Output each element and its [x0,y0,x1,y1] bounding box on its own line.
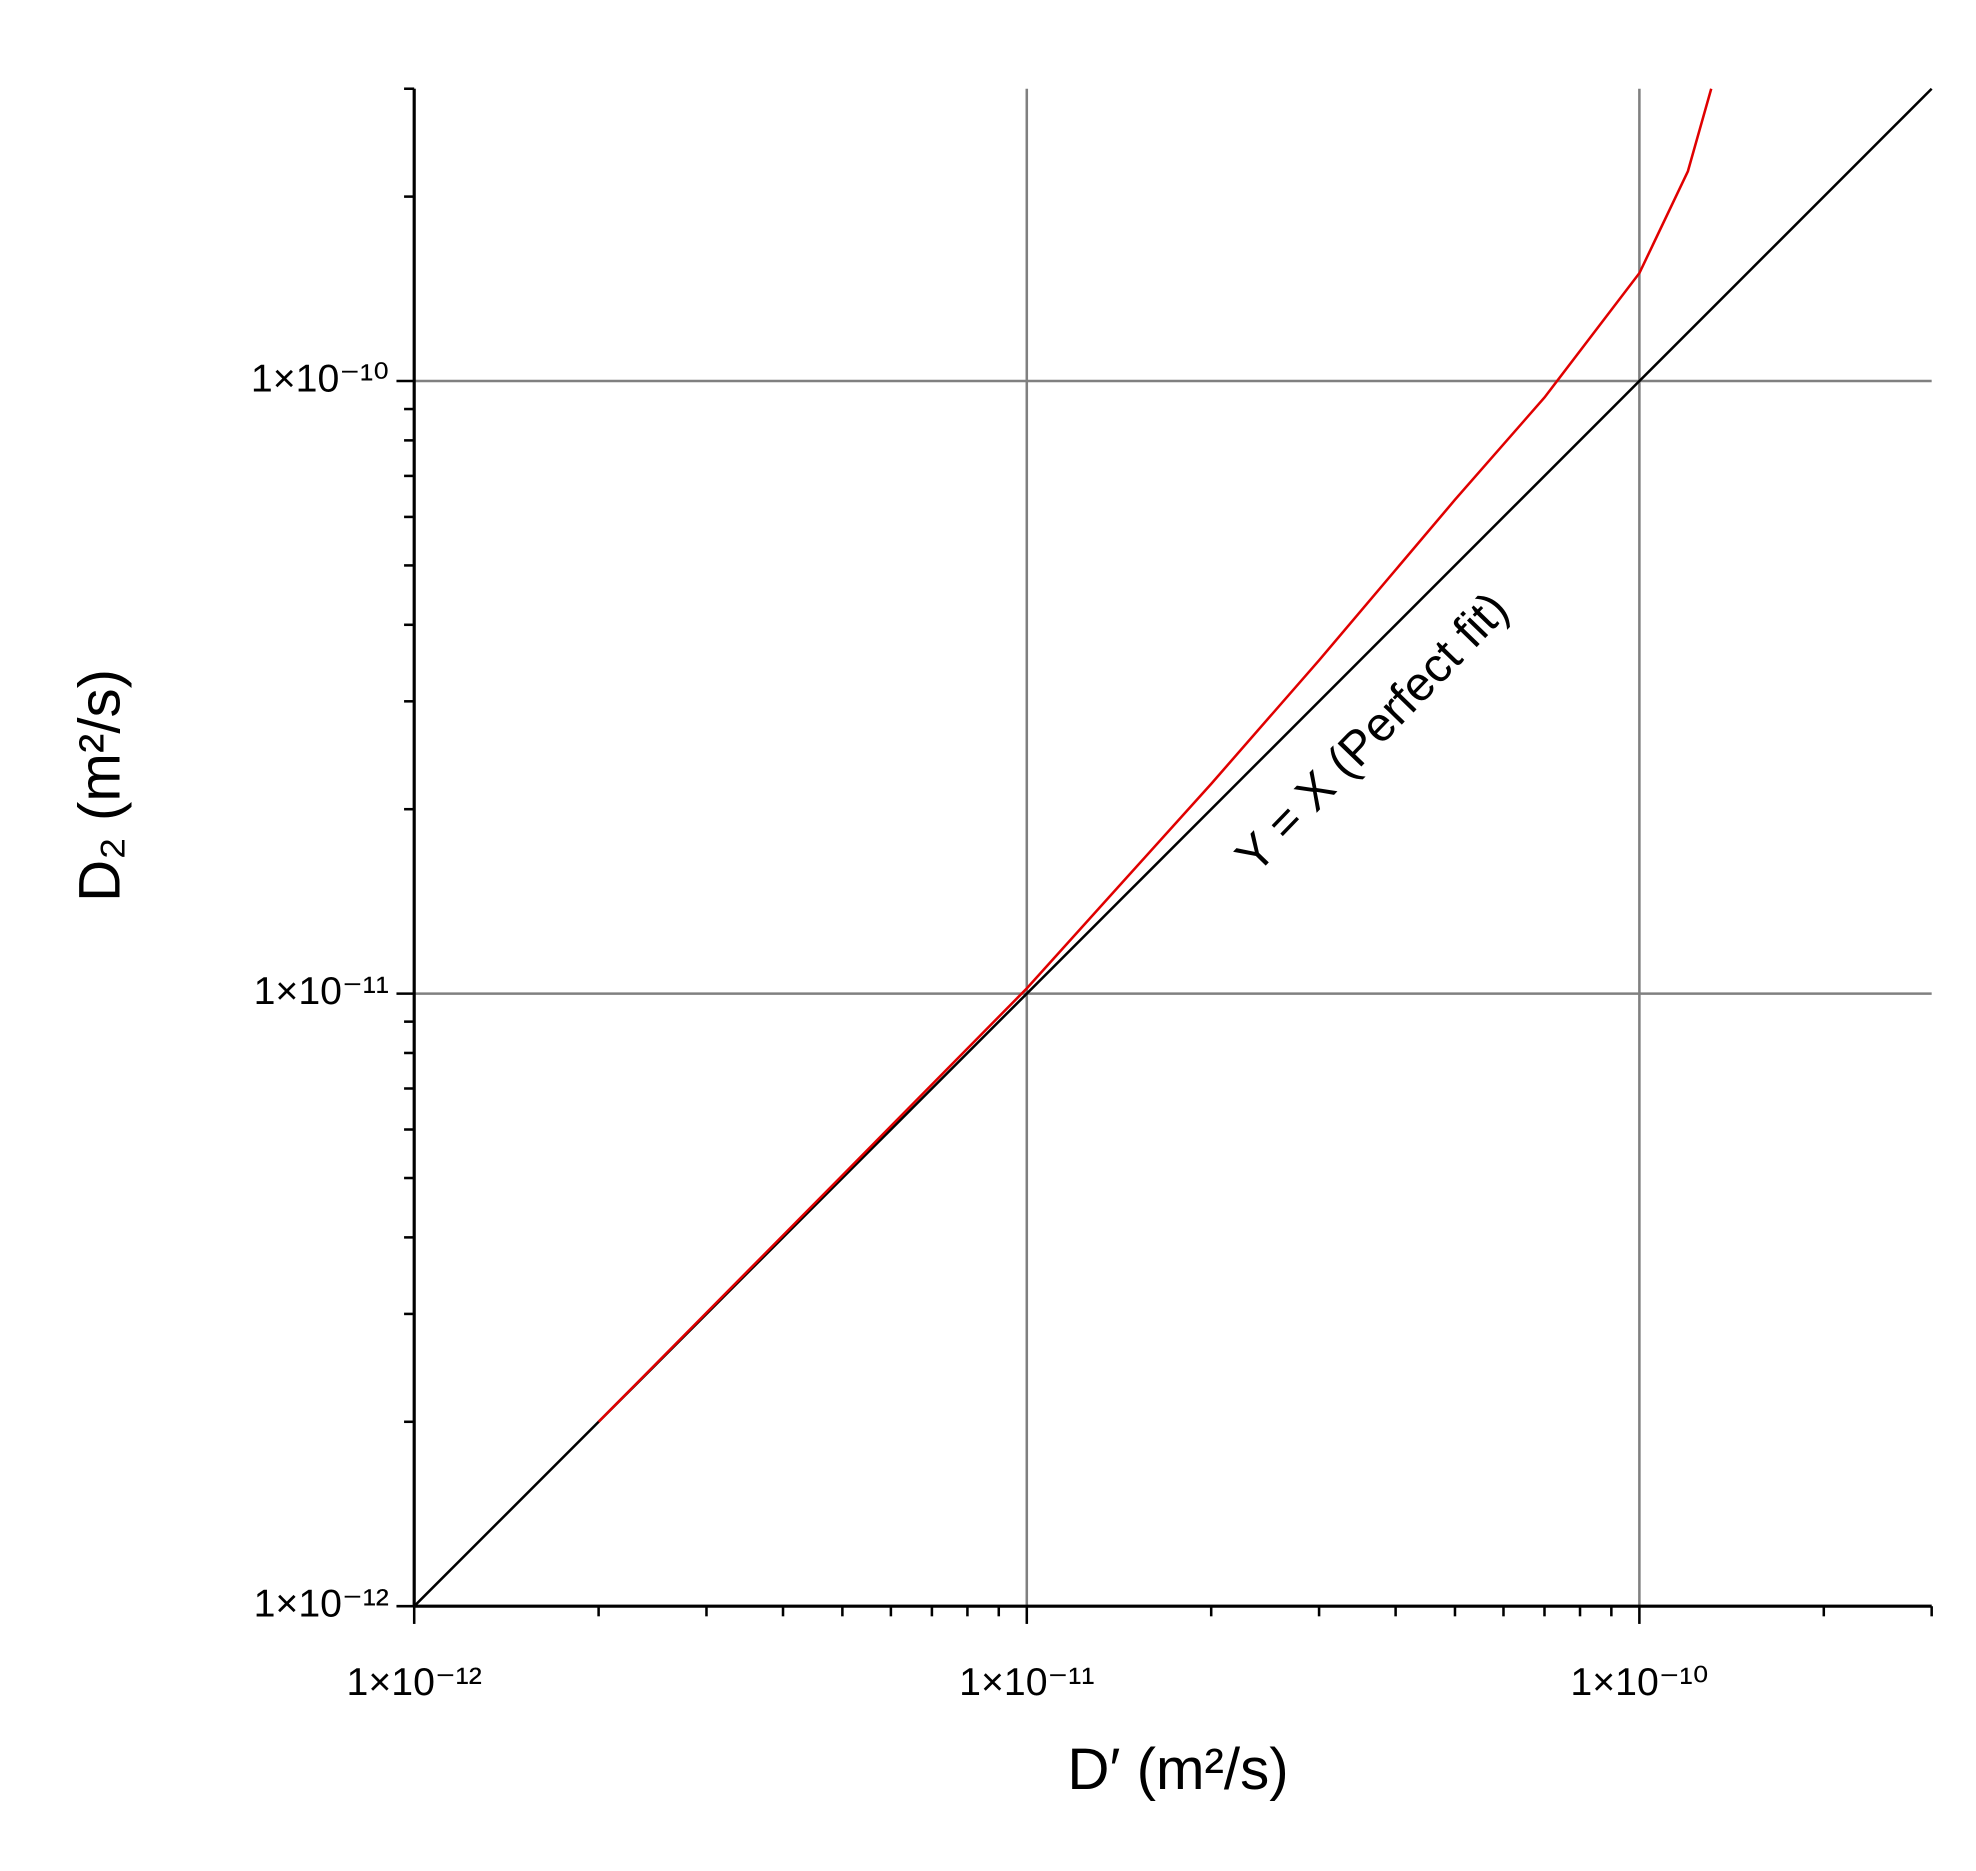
x-tick-label: 1×10⁻¹⁰ [1570,1660,1708,1704]
x-tick-label: 1×10⁻¹¹ [959,1660,1094,1704]
y-tick-label: 1×10⁻¹¹ [254,969,389,1013]
annotation: Y = X (Perfect fit) [1225,582,1519,883]
x-axis-title: D′ (m²/s) [1067,1737,1288,1802]
y-tick-label: 1×10⁻¹² [254,1582,389,1626]
line-series [597,88,1713,1423]
x-tick-label: 1×10⁻¹² [347,1660,482,1704]
y-axis-title: D₂ (m²/s) [67,669,132,902]
y-tick-label: 1×10⁻¹⁰ [251,356,389,400]
